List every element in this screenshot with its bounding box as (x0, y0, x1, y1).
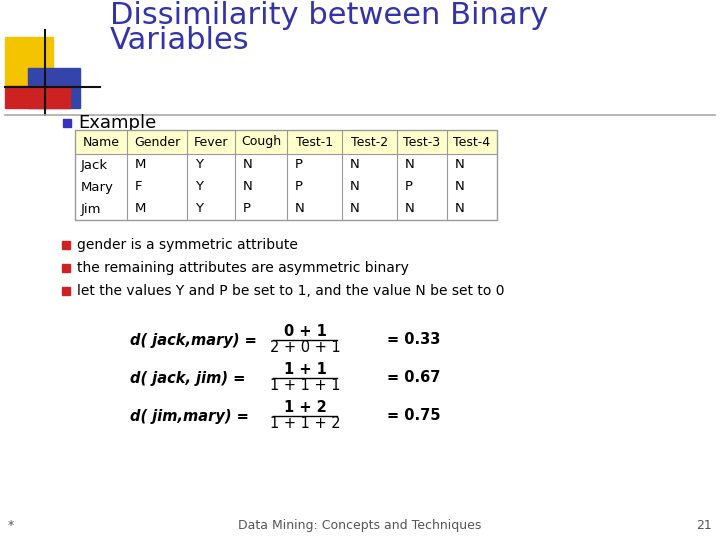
Text: Test-2: Test-2 (351, 136, 388, 148)
Text: = 0.75: = 0.75 (387, 408, 441, 423)
Text: let the values Y and P be set to 1, and the value N be set to 0: let the values Y and P be set to 1, and … (77, 284, 505, 298)
Text: d( jim,mary) =: d( jim,mary) = (130, 408, 249, 423)
Text: 1 + 2: 1 + 2 (284, 401, 326, 415)
Text: *: * (8, 519, 14, 532)
Text: 1 + 1 + 2: 1 + 1 + 2 (270, 416, 341, 431)
Text: 21: 21 (696, 519, 712, 532)
Text: M: M (135, 159, 146, 172)
Text: N: N (405, 159, 415, 172)
Text: = 0.33: = 0.33 (387, 333, 441, 348)
Text: N: N (455, 159, 464, 172)
Text: gender is a symmetric attribute: gender is a symmetric attribute (77, 238, 298, 252)
Bar (75, 130, 497, 220)
Text: Example: Example (78, 114, 156, 132)
Text: P: P (295, 159, 303, 172)
Text: Jack: Jack (81, 159, 108, 172)
Bar (75, 130, 497, 154)
Text: Test-3: Test-3 (403, 136, 441, 148)
Text: Dissimilarity between Binary: Dissimilarity between Binary (110, 1, 548, 30)
Text: = 0.67: = 0.67 (387, 370, 441, 386)
Text: Data Mining: Concepts and Techniques: Data Mining: Concepts and Techniques (238, 519, 482, 532)
Text: the remaining attributes are asymmetric binary: the remaining attributes are asymmetric … (77, 261, 409, 275)
Text: N: N (350, 202, 360, 215)
Text: d( jack,mary) =: d( jack,mary) = (130, 333, 257, 348)
Text: P: P (405, 180, 413, 193)
Text: N: N (405, 202, 415, 215)
Text: N: N (350, 180, 360, 193)
Text: 0 + 1: 0 + 1 (284, 325, 326, 340)
Bar (62, 241, 70, 249)
Text: N: N (295, 202, 305, 215)
Text: N: N (455, 202, 464, 215)
Bar (63, 119, 71, 127)
Text: 1 + 1 + 1: 1 + 1 + 1 (270, 379, 341, 394)
Text: P: P (243, 202, 251, 215)
Text: F: F (135, 180, 143, 193)
Bar (5, 86, 70, 108)
Bar (62, 287, 70, 295)
Text: Test-4: Test-4 (454, 136, 490, 148)
Text: 1 + 1: 1 + 1 (284, 362, 326, 377)
Bar (62, 264, 70, 272)
Text: Y: Y (195, 180, 203, 193)
Bar (5, 37, 53, 85)
Bar (28, 68, 80, 108)
Text: N: N (455, 180, 464, 193)
Text: N: N (350, 159, 360, 172)
Text: Mary: Mary (81, 180, 114, 193)
Text: Y: Y (195, 202, 203, 215)
Text: N: N (243, 159, 253, 172)
Text: Gender: Gender (134, 136, 180, 148)
Text: Fever: Fever (194, 136, 228, 148)
Text: N: N (243, 180, 253, 193)
Text: Jim: Jim (81, 202, 102, 215)
Text: Name: Name (83, 136, 120, 148)
Text: Y: Y (195, 159, 203, 172)
Text: Variables: Variables (110, 26, 250, 55)
Text: Test-1: Test-1 (296, 136, 333, 148)
Text: d( jack, jim) =: d( jack, jim) = (130, 370, 246, 386)
Text: Cough: Cough (241, 136, 281, 148)
Text: 2 + 0 + 1: 2 + 0 + 1 (269, 341, 341, 355)
Text: M: M (135, 202, 146, 215)
Text: P: P (295, 180, 303, 193)
